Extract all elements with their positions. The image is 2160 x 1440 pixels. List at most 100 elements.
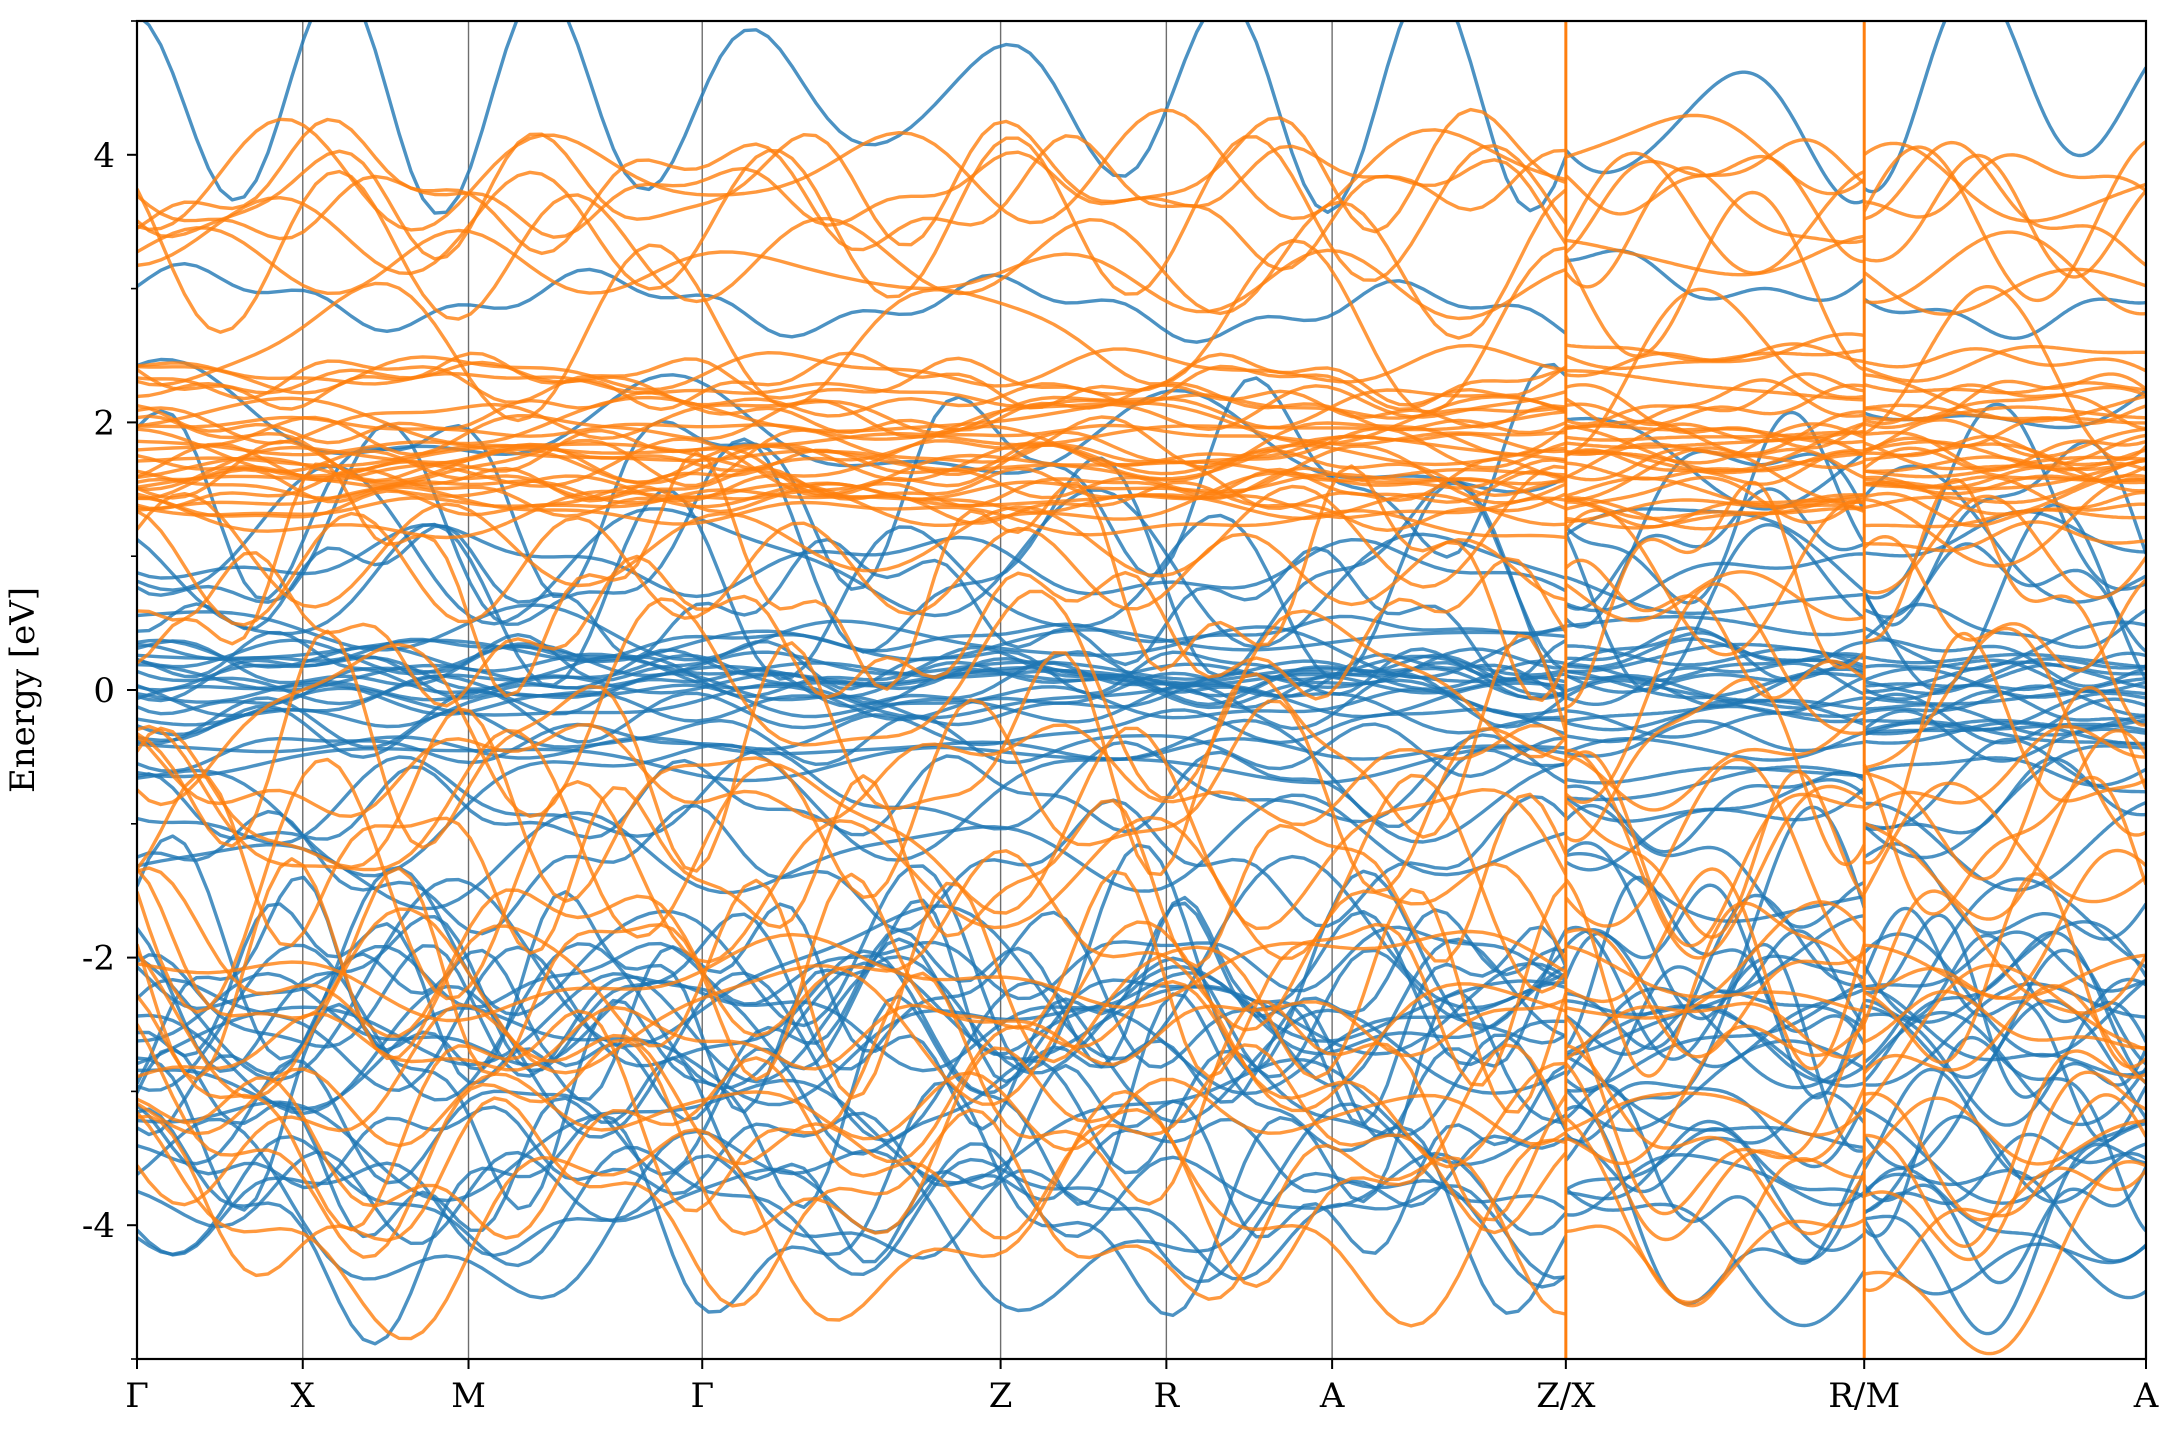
band-line-orange [137, 1067, 1567, 1152]
band-line-orange [137, 509, 1567, 627]
band-line-orange [1863, 1091, 2146, 1222]
band-line-orange [1863, 1096, 2146, 1166]
band-line-orange [1565, 1091, 1866, 1137]
band-line-blue [1565, 765, 1865, 802]
y-tick-label: 0 [93, 671, 115, 711]
band-line-blue [137, 638, 1567, 691]
band-line-orange [1565, 944, 1865, 1013]
band-line-blue [1565, 652, 1865, 682]
band-line-blue [137, 718, 1567, 878]
band-line-orange [1863, 1160, 2146, 1356]
band-line-orange [137, 356, 1567, 411]
y-tick-label: 2 [93, 403, 115, 443]
band-line-blue [1863, 1114, 2146, 1214]
band-line-blue [1863, 977, 2146, 1127]
x-tick-label: M [451, 1376, 486, 1416]
band-line-orange [1863, 458, 2146, 490]
band-line-blue [1864, 986, 2146, 1077]
band-line-blue [1863, 744, 2146, 860]
band-line-blue [137, 937, 1567, 1079]
band-line-orange [137, 441, 1566, 485]
x-tick-label: A [2133, 1376, 2159, 1416]
band-line-orange [137, 107, 1567, 261]
x-tick-label: Γ [690, 1376, 714, 1416]
band-line-orange [137, 724, 1568, 939]
band-line-orange [137, 383, 1566, 445]
band-line-orange [1862, 889, 2146, 1025]
band-line-blue [1864, 663, 2146, 688]
band-line-orange [1564, 166, 1865, 289]
band-line-orange [137, 979, 1566, 1207]
band-line-orange [1564, 770, 1866, 939]
band-line-blue [1863, 297, 2146, 340]
band-line-blue [1565, 642, 1865, 674]
band-line-orange [1863, 141, 2146, 223]
band-line-orange [1564, 558, 1866, 700]
band-line-orange [1565, 410, 1865, 456]
band-line-orange [137, 415, 1567, 500]
band-line-blue [137, 523, 1567, 599]
band-line-orange [1863, 494, 2146, 600]
band-line-orange [1565, 1044, 1866, 1236]
band-line-orange [1863, 153, 2146, 219]
band-line-blue [1862, 1035, 2146, 1238]
band-line-orange [1864, 434, 2146, 472]
band-line-blue [1564, 925, 1865, 1061]
band-line-orange [1565, 1024, 1866, 1166]
band-line-blue [1863, 21, 2146, 194]
band-line-orange [1863, 963, 2146, 1108]
band-line-blue [137, 1135, 1567, 1289]
band-line-orange [1564, 750, 1865, 948]
band-line-orange [137, 1023, 1568, 1288]
band-line-orange [1564, 1001, 1865, 1061]
band-line-orange [137, 467, 1567, 532]
band-line-orange [1863, 686, 2146, 881]
band-line-blue [1565, 730, 1865, 762]
band-line-orange [137, 226, 1567, 321]
band-line-blue [1862, 503, 2146, 692]
band-line-orange [1863, 989, 2146, 1050]
band-line-blue [1864, 703, 2146, 737]
band-line-orange [137, 135, 1568, 299]
band-line-orange [137, 866, 1568, 1087]
band-line-blue [1564, 70, 1865, 205]
band-line-blue [1864, 801, 2146, 892]
band-line-blue [137, 854, 1567, 1082]
band-line-orange [1565, 476, 1865, 508]
band-line-orange [137, 997, 1567, 1079]
band-line-blue [141, 21, 1568, 215]
band-line-orange [1864, 1049, 2146, 1248]
x-tick-label: R [1154, 1376, 1181, 1416]
band-line-orange [1565, 748, 1866, 960]
band-line-blue [137, 980, 1566, 1111]
band-line-blue [1564, 523, 1866, 693]
band-line-blue [1564, 1187, 1866, 1328]
band-line-orange [137, 929, 1567, 1023]
x-axis-ticks: Γ X M Γ Z R A Z/X R/M A [125, 1359, 2159, 1416]
band-line-blue [1862, 1166, 2146, 1285]
band-line-orange [1565, 343, 1865, 362]
band-line-orange [1864, 430, 2146, 472]
x-tick-label: Z/X [1536, 1376, 1596, 1416]
band-line-orange [137, 439, 1566, 483]
band-line-orange [1862, 763, 2146, 916]
band-line-blue [137, 971, 1567, 1143]
band-line-orange [1863, 724, 2146, 812]
band-line-orange [137, 117, 1568, 272]
band-line-orange [1862, 781, 2146, 904]
band-line-orange [137, 144, 1566, 241]
band-line-blue [1863, 930, 2146, 993]
band-line-orange [1565, 383, 1865, 427]
band-line-blue [1564, 1127, 1866, 1252]
x-tick-label: Γ [125, 1376, 149, 1416]
band-line-blue [1863, 638, 2146, 688]
band-line-blue [1564, 1081, 1866, 1169]
band-line-orange [1565, 113, 1866, 196]
band-line-blue [1564, 942, 1865, 1153]
band-line-orange [1565, 927, 1866, 1059]
band-line-orange [1564, 151, 1865, 275]
band-line-orange [1564, 582, 1865, 804]
band-line-orange [1863, 535, 2146, 673]
band-line-orange [1864, 943, 2146, 1001]
band-line-orange [1565, 867, 1866, 1071]
